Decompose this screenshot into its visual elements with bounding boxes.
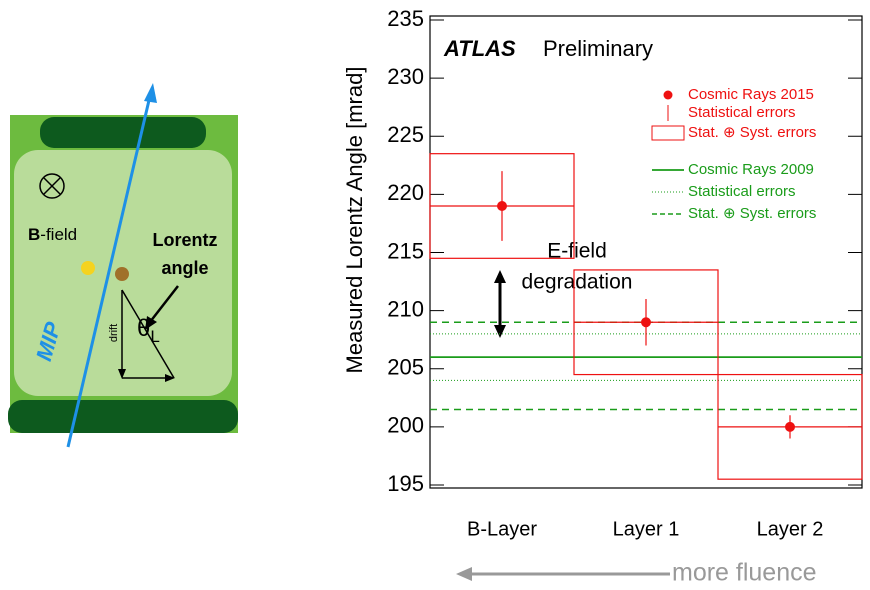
theta-sub: L (150, 327, 159, 346)
point (641, 317, 651, 328)
y-tick-label: 210 (387, 296, 424, 321)
title-atlas: ATLAS (443, 36, 516, 61)
legend-label: Statistical errors (688, 104, 796, 121)
b-field-rest: -field (40, 225, 77, 244)
y-tick-label: 225 (387, 122, 424, 147)
legend-marker (651, 125, 685, 141)
legend-label: Cosmic Rays 2015 (688, 86, 814, 103)
legend-label: Cosmic Rays 2009 (688, 161, 814, 178)
b-field-label: B-field (28, 225, 77, 244)
electrode (8, 400, 238, 433)
annotation: degradation (522, 271, 633, 294)
title: Preliminary (543, 36, 653, 61)
y-tick-label: 235 (387, 6, 424, 31)
y-tick-label: 220 (387, 180, 424, 205)
lorentz-arrow-head (165, 374, 175, 382)
electron (115, 267, 129, 281)
y-tick-label: 215 (387, 238, 424, 263)
b-field-symbol (43, 177, 61, 195)
mip-track-head (144, 83, 157, 103)
lorentz-label: Lorentz (153, 230, 218, 250)
hole (81, 261, 95, 275)
legend-label: Stat. ⊕ Syst. errors (688, 205, 816, 222)
pointer (149, 285, 179, 323)
pointer-head (145, 316, 157, 330)
electrode (40, 117, 206, 148)
y-tick-label: 200 (387, 413, 424, 438)
y-axis-label: Measured Lorentz Angle [mrad] (342, 67, 367, 374)
drift-label: drift (108, 324, 120, 342)
legend-label: Stat. ⊕ Syst. errors (688, 124, 816, 141)
x-tick-label: Layer 1 (613, 518, 680, 540)
point (497, 201, 507, 211)
drift-arrow-head (118, 369, 126, 379)
hypotenuse (121, 289, 175, 379)
theta-label: θL (137, 315, 160, 346)
theta: θ (137, 315, 150, 342)
y-tick-label: 230 (387, 64, 424, 89)
b-field-bold: B (28, 225, 40, 244)
fluence-label: more fluence (672, 559, 817, 587)
x-tick-label: B-Layer (467, 518, 537, 540)
annotation: E-field (547, 240, 607, 263)
plot: Measured Lorentz Angle [mrad] ATLAS Prel… (342, 15, 863, 489)
angle-label: angle (161, 258, 208, 278)
diagram: B-field Lorentz angle drift θL MIP (8, 83, 238, 448)
legend-marker (663, 90, 673, 100)
x-tick-label: Layer 2 (757, 518, 824, 540)
y-tick-label: 195 (387, 471, 424, 496)
point (785, 421, 795, 432)
fluence-arrow-head (456, 567, 472, 581)
degradation-arrow-head (494, 270, 506, 283)
mip-track (66, 95, 152, 448)
b-field-symbol (39, 173, 65, 199)
legend-label: Statistical errors (688, 183, 796, 200)
y-tick-label: 205 (387, 355, 424, 380)
degradation-arrow-head (494, 325, 506, 338)
